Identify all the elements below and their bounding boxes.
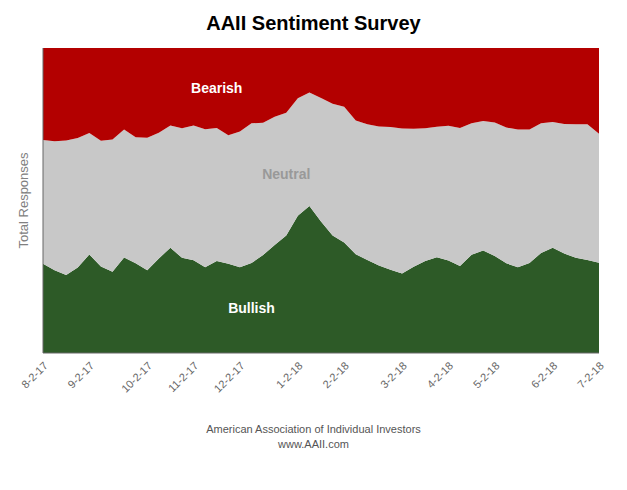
svg-text:Neutral: Neutral [262,166,310,182]
html-text:American Association of Indivi: American Association of Individual Inves… [206,423,421,435]
html-text:www.AAII.com: www.AAII.com [278,438,349,450]
svg-text:7-2-18: 7-2-18 [575,359,606,390]
svg-text:3-2-18: 3-2-18 [378,359,409,390]
svg-text:Bearish: Bearish [191,80,242,96]
svg-text:9-2-17: 9-2-17 [65,359,96,390]
svg-text:11-2-17: 11-2-17 [166,359,201,394]
svg-text:Bullish: Bullish [228,300,275,316]
svg-text:5-2-18: 5-2-18 [471,359,502,390]
svg-text:1-2-18: 1-2-18 [274,359,305,390]
svg-text:2-2-18: 2-2-18 [320,359,351,390]
svg-text:8-2-17: 8-2-17 [19,359,50,390]
svg-text:4-2-18: 4-2-18 [424,359,455,390]
svg-text:Total Responses: Total Responses [16,152,31,249]
svg-text:6-2-18: 6-2-18 [529,359,560,390]
svg-text:10-2-17: 10-2-17 [119,359,154,394]
svg-text:12-2-17: 12-2-17 [212,359,247,394]
html-text:AAII Sentiment Survey: AAII Sentiment Survey [206,12,421,34]
